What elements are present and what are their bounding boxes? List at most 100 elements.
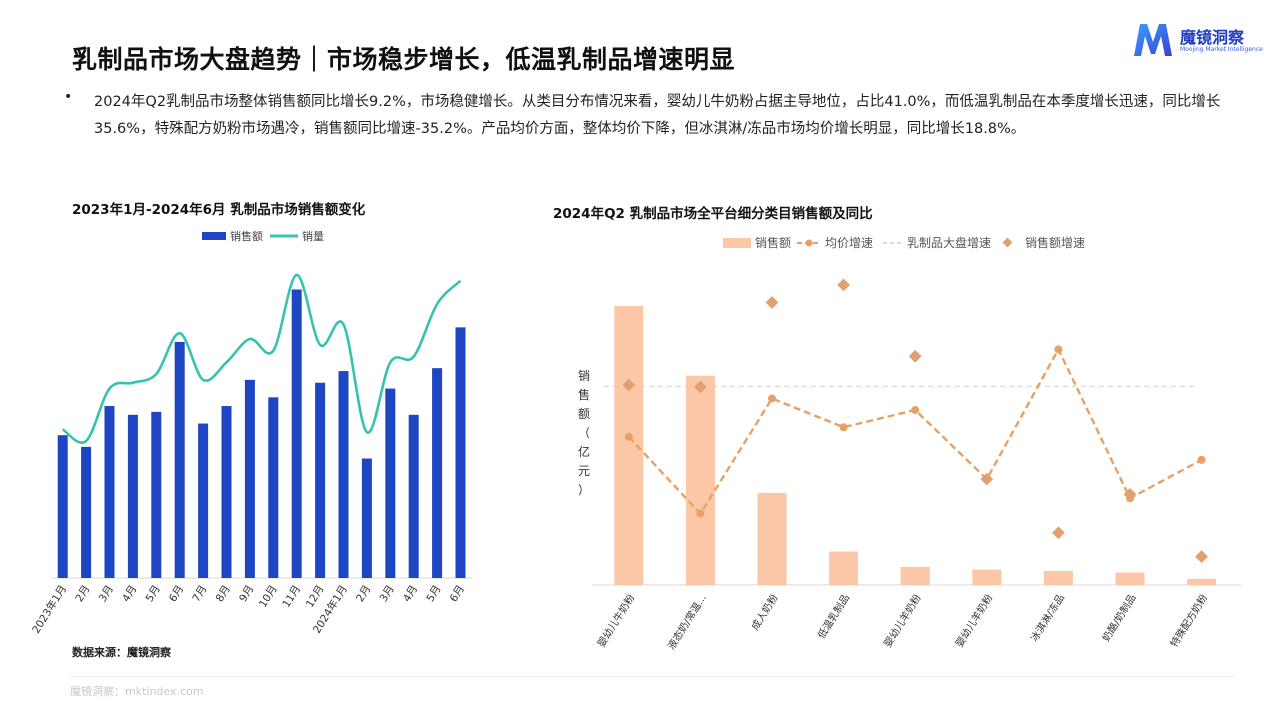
- avg-price-growth-point: [839, 423, 848, 432]
- legend-label-volume: 销量: [302, 229, 324, 243]
- sales-bar: [338, 371, 349, 578]
- sales-bar: [268, 397, 279, 578]
- sales-growth-diamond: [837, 278, 850, 292]
- x-tick-label: 5月: [424, 583, 443, 604]
- legend-swatch-sales: [202, 232, 226, 240]
- sales-bar: [57, 435, 68, 578]
- x-tick-label: 2月: [354, 583, 373, 604]
- legend-label-avg-price: 均价增速: [825, 236, 873, 250]
- category-sales-bar: [900, 566, 930, 585]
- category-sales-bar: [829, 551, 859, 585]
- sales-bar: [455, 327, 466, 578]
- category-sales-bar: [757, 492, 787, 585]
- avg-price-growth-point: [911, 405, 920, 414]
- x-tick-label: 3月: [378, 583, 397, 604]
- y-axis-label-char: 售: [578, 387, 590, 402]
- y-axis-label-char: 销: [578, 369, 590, 383]
- sales-bar: [151, 411, 162, 578]
- x-tick-label: 婴幼儿牛奶粉: [595, 592, 638, 650]
- y-axis-label-char: 额: [578, 407, 590, 421]
- x-tick-label: 冰淇淋/冻品: [1028, 592, 1067, 644]
- x-tick-label: 7月: [190, 583, 209, 604]
- page-title: 乳制品市场大盘趋势｜市场稳步增长，低温乳制品增速明显: [72, 45, 736, 74]
- x-tick-label: 11月: [280, 583, 303, 610]
- sales-bar: [385, 388, 396, 578]
- data-source: 数据来源：魔镜洞察: [72, 646, 171, 659]
- sales-growth-diamond: [908, 349, 922, 363]
- summary-text: 2024年Q2乳制品市场整体销售额同比增长9.2%，市场稳健增长。从类目分布情况…: [94, 94, 1221, 137]
- y-axis-label-char: 亿: [578, 444, 590, 459]
- category-sales-bar: [685, 375, 715, 585]
- sales-bar: [81, 446, 92, 578]
- category-sales-bar: [614, 306, 644, 585]
- x-tick-label: 6月: [167, 583, 186, 604]
- sales-bar: [361, 458, 372, 578]
- legend-label-sales: 销售额: [230, 229, 263, 243]
- legend-label-market: 乳制品大盘增速: [907, 235, 991, 250]
- sales-bar: [127, 414, 138, 578]
- sales-bar: [315, 382, 326, 578]
- x-tick-label: 4月: [401, 583, 420, 604]
- x-tick-label: 2月: [73, 583, 92, 604]
- sales-bar: [432, 368, 443, 578]
- x-tick-label: 4月: [120, 583, 139, 604]
- category-sales-bar: [1187, 578, 1217, 585]
- sales-bar: [174, 341, 185, 578]
- legend-marker-sales-growth: [1002, 237, 1013, 248]
- footer-divider: [70, 676, 1235, 677]
- sales-bar: [408, 414, 419, 578]
- avg-price-growth-point: [1197, 455, 1206, 464]
- x-tick-label: 10月: [257, 583, 280, 610]
- left-legend: 销售额 销量: [202, 229, 324, 243]
- x-tick-label: 成人奶粉: [748, 592, 780, 633]
- x-tick-label: 婴幼儿羊奶粉: [881, 592, 924, 650]
- avg-price-growth-point: [768, 394, 776, 403]
- legend-label-sales: 销售额: [755, 235, 791, 250]
- right-chart-title: 2024年Q2 乳制品市场全平台细分类目销售额及同比: [553, 206, 873, 222]
- y-axis-label-char: 元: [578, 464, 590, 478]
- sales-bar: [104, 406, 115, 578]
- sales-growth-diamond: [765, 296, 779, 309]
- x-tick-label: 奶酪/奶制品: [1099, 592, 1138, 644]
- summary-bullet: •: [64, 89, 73, 105]
- footer-site: 魔镜洞察：mktindex.com: [70, 685, 204, 698]
- sales-bar: [221, 406, 232, 578]
- avg-price-growth-point: [696, 509, 705, 518]
- sales-growth-diamond: [1195, 550, 1208, 563]
- category-sales-bar: [1043, 571, 1073, 585]
- brand-subtitle: Moojing Market Intelligence: [1180, 46, 1263, 53]
- x-tick-label: 特殊配方奶粉: [1167, 592, 1210, 650]
- category-sales-bar: [972, 569, 1002, 585]
- left-chart-title: 2023年1月-2024年6月 乳制品市场销售额变化: [72, 202, 366, 218]
- sales-growth-diamond: [1052, 526, 1065, 540]
- volume-line: [61, 273, 462, 444]
- y-axis-label-char: ）: [578, 483, 590, 497]
- brand-logo: 魔镜洞察 Moojing Market Intelligence: [1132, 20, 1263, 60]
- brand-logo-icon: [1134, 24, 1172, 56]
- x-tick-label: 5月: [144, 583, 163, 604]
- legend-marker-avg-price: [805, 239, 813, 247]
- sales-bar: [291, 289, 302, 578]
- x-tick-label: 6月: [448, 583, 467, 604]
- x-tick-label: 2023年1月: [29, 583, 69, 636]
- x-tick-label: 3月: [97, 583, 116, 604]
- x-tick-label: 液态奶/常温...: [665, 592, 709, 652]
- x-tick-label: 9月: [237, 583, 256, 604]
- x-tick-label: 8月: [214, 583, 233, 604]
- x-tick-label: 低温乳制品: [815, 592, 853, 641]
- sales-bar: [198, 423, 209, 578]
- right-legend: 销售额 均价增速 乳制品大盘增速 销售额增速: [723, 235, 1085, 250]
- legend-label-sales-growth: 销售额增速: [1025, 235, 1085, 250]
- sales-bar: [244, 379, 255, 578]
- y-axis-label-char: （: [578, 426, 590, 440]
- x-tick-label: 婴幼儿羊奶粉: [953, 592, 996, 650]
- avg-price-growth-point: [624, 432, 633, 441]
- avg-price-growth-point: [1054, 345, 1063, 354]
- category-sales-bar: [1115, 572, 1145, 585]
- legend-swatch-sales: [723, 238, 751, 248]
- sales-growth-diamond: [694, 380, 707, 394]
- brand-name: 魔镜洞察: [1180, 28, 1245, 47]
- x-tick-label: 12月: [304, 583, 327, 610]
